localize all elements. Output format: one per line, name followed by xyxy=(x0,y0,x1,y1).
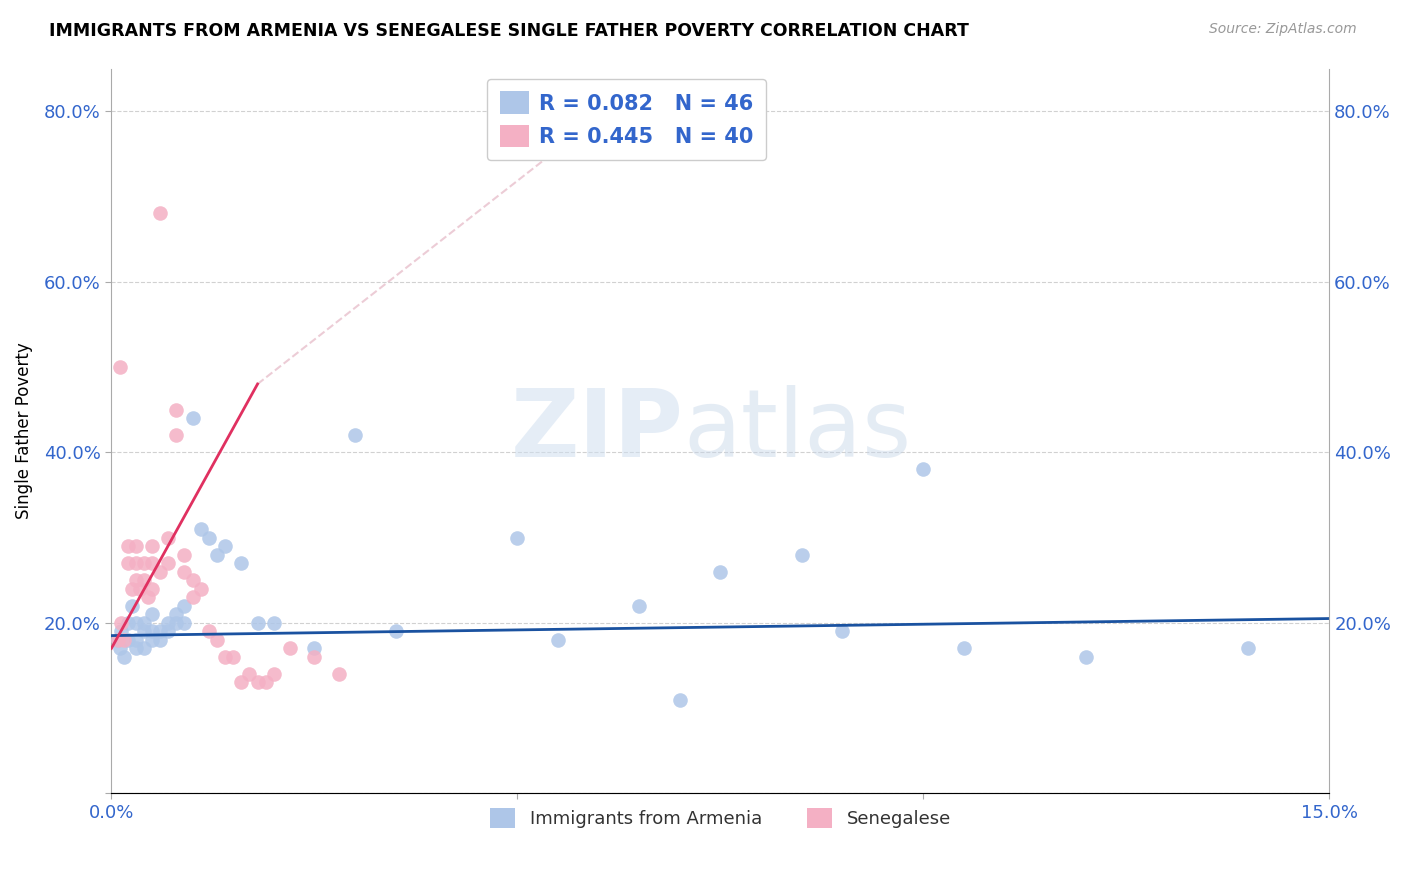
Point xyxy=(165,615,187,630)
Point xyxy=(205,548,228,562)
Point xyxy=(157,615,180,630)
Point xyxy=(246,675,269,690)
Point xyxy=(205,632,228,647)
Point xyxy=(953,641,976,656)
Point xyxy=(112,649,135,664)
Point xyxy=(125,556,148,570)
Point xyxy=(246,615,269,630)
Point xyxy=(190,522,212,536)
Point xyxy=(128,582,150,596)
Point xyxy=(263,667,285,681)
Point xyxy=(181,591,204,605)
Point xyxy=(125,573,148,587)
Point xyxy=(149,632,172,647)
Point xyxy=(1074,649,1097,664)
Point xyxy=(141,632,163,647)
Point xyxy=(231,675,253,690)
Point xyxy=(110,615,132,630)
Point xyxy=(141,582,163,596)
Point xyxy=(165,402,187,417)
Point xyxy=(107,632,129,647)
Point xyxy=(157,531,180,545)
Point xyxy=(121,599,143,613)
Point xyxy=(125,539,148,553)
Point xyxy=(121,582,143,596)
Point xyxy=(157,556,180,570)
Point xyxy=(263,615,285,630)
Text: Source: ZipAtlas.com: Source: ZipAtlas.com xyxy=(1209,22,1357,37)
Point xyxy=(198,531,221,545)
Point xyxy=(141,556,163,570)
Point xyxy=(254,675,277,690)
Point xyxy=(173,548,195,562)
Point xyxy=(157,624,180,639)
Y-axis label: Single Father Poverty: Single Father Poverty xyxy=(15,343,32,519)
Point xyxy=(1237,641,1260,656)
Point xyxy=(173,615,195,630)
Point xyxy=(117,615,139,630)
Point xyxy=(231,556,253,570)
Point xyxy=(149,206,172,220)
Point xyxy=(547,632,569,647)
Point xyxy=(304,649,326,664)
Point xyxy=(112,632,135,647)
Text: atlas: atlas xyxy=(683,385,912,477)
Point xyxy=(108,641,131,656)
Point xyxy=(384,624,406,639)
Point xyxy=(214,649,236,664)
Point xyxy=(125,615,148,630)
Text: IMMIGRANTS FROM ARMENIA VS SENEGALESE SINGLE FATHER POVERTY CORRELATION CHART: IMMIGRANTS FROM ARMENIA VS SENEGALESE SI… xyxy=(49,22,969,40)
Point xyxy=(912,462,935,476)
Point xyxy=(190,582,212,596)
Point xyxy=(125,641,148,656)
Point xyxy=(149,624,172,639)
Legend: Immigrants from Armenia, Senegalese: Immigrants from Armenia, Senegalese xyxy=(482,801,957,835)
Point xyxy=(304,641,326,656)
Point xyxy=(173,599,195,613)
Point xyxy=(132,624,155,639)
Point xyxy=(198,624,221,639)
Point xyxy=(136,591,159,605)
Point xyxy=(165,607,187,622)
Point xyxy=(709,565,731,579)
Point xyxy=(628,599,651,613)
Point xyxy=(125,632,148,647)
Point xyxy=(214,539,236,553)
Point xyxy=(506,531,529,545)
Point xyxy=(117,556,139,570)
Point xyxy=(117,632,139,647)
Point xyxy=(238,667,260,681)
Point xyxy=(117,539,139,553)
Point xyxy=(141,624,163,639)
Point xyxy=(107,632,129,647)
Point xyxy=(668,692,690,706)
Text: ZIP: ZIP xyxy=(510,385,683,477)
Point xyxy=(132,615,155,630)
Point xyxy=(831,624,853,639)
Point xyxy=(181,573,204,587)
Point xyxy=(149,565,172,579)
Point xyxy=(222,649,245,664)
Point xyxy=(165,428,187,442)
Point xyxy=(132,573,155,587)
Point xyxy=(141,539,163,553)
Point xyxy=(108,359,131,374)
Point xyxy=(328,667,350,681)
Point xyxy=(173,565,195,579)
Point xyxy=(181,411,204,425)
Point xyxy=(790,548,813,562)
Point xyxy=(343,428,366,442)
Point xyxy=(278,641,301,656)
Point xyxy=(141,607,163,622)
Point xyxy=(132,556,155,570)
Point xyxy=(132,641,155,656)
Point xyxy=(110,624,132,639)
